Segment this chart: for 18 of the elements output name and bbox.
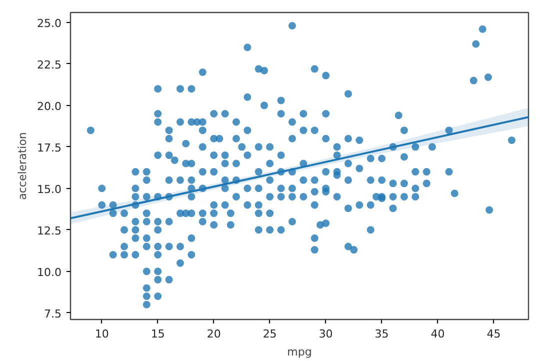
x-tick-label: 25 [262,328,277,340]
x-tick-label: 40 [430,328,445,340]
x-tick-label: 10 [94,328,109,340]
y-tick-label: 12.5 [37,224,62,238]
y-tick-label: 25.0 [37,16,62,30]
y-tick-label: 22.5 [37,58,62,72]
x-tick-label: 30 [318,328,333,340]
y-tick-label: 7.5 [44,307,62,320]
x-tick-label: 45 [486,328,501,340]
y-tick-label: 10.0 [37,266,62,279]
x-tick-label: 20 [206,328,221,340]
y-tick-label: 17.5 [37,141,62,154]
y-axis-title: acceleration [16,132,30,200]
x-axis-title: mpg [287,346,312,358]
x-tick-label: 35 [374,328,389,340]
y-tick-label: 20.0 [37,100,62,113]
x-tick-label: 15 [150,328,165,340]
y-tick-label: 15.0 [37,182,62,196]
